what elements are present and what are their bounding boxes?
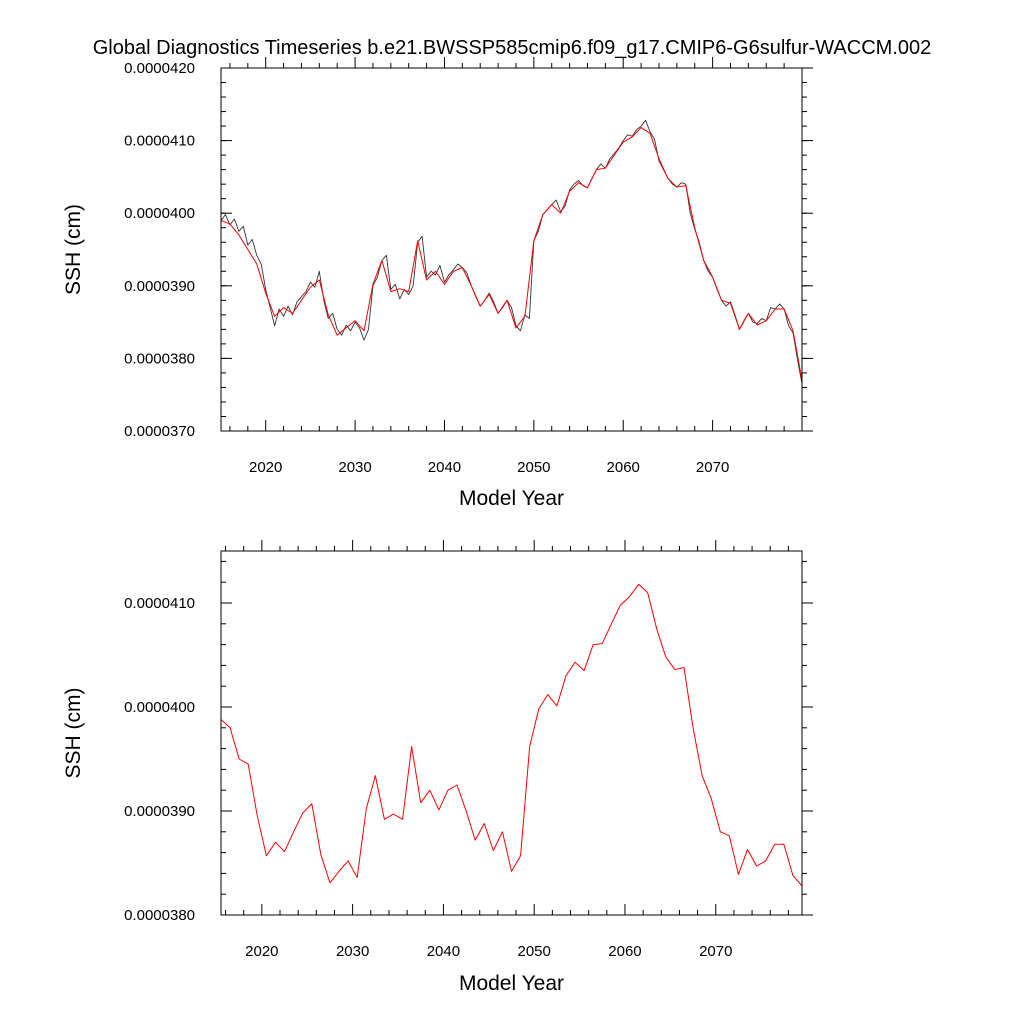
plot-frame (220, 67, 803, 432)
y-tick-label: 0.0000380 (124, 907, 195, 924)
bottom-timeseries-panel: 2020 2030 2040 2050 2060 2070 0.0000380 0.00003… (62, 540, 813, 995)
y-tick-label: 0.0000410 (124, 133, 195, 150)
series-line-0 (221, 583, 802, 887)
y-axis-label: SSH (cm) (62, 688, 85, 779)
y-tick-label: 0.0000390 (124, 803, 195, 820)
y-tick-label: 0.0000420 (124, 60, 195, 77)
x-axis-label: Model Year (459, 972, 564, 995)
x-tick-label: 2050 (517, 459, 550, 476)
x-tick-label: 2070 (699, 943, 732, 960)
x-tick-label: 2040 (427, 943, 460, 960)
x-tick-label: 2040 (428, 459, 461, 476)
y-tick-label: 0.0000390 (124, 278, 195, 295)
x-axis-label: Model Year (459, 487, 564, 510)
x-tick-label: 2060 (608, 943, 641, 960)
y-tick-label: 0.0000400 (124, 205, 195, 222)
x-tick-label: 2030 (338, 459, 371, 476)
x-tick-label: 2030 (336, 943, 369, 960)
figure-title: Global Diagnostics Timeseries b.e21.BWSS… (93, 37, 932, 59)
y-tick-label: 0.0000370 (124, 423, 195, 440)
series-line-0 (221, 119, 802, 384)
x-tick-label: 2060 (607, 459, 640, 476)
x-tick-label: 2020 (245, 943, 278, 960)
y-axis-label: SSH (cm) (62, 204, 85, 295)
top-timeseries-panel: 2020 2030 2040 2050 2060 2070 0.0000370 0.00003… (62, 57, 813, 510)
y-tick-label: 0.0000400 (124, 699, 195, 716)
plot-frame (220, 550, 803, 916)
y-tick-label: 0.0000410 (124, 595, 195, 612)
y-tick-label: 0.0000380 (124, 350, 195, 367)
series-line-1 (221, 127, 802, 381)
x-tick-label: 2070 (696, 459, 729, 476)
x-tick-label: 2020 (249, 459, 282, 476)
x-tick-label: 2050 (518, 943, 551, 960)
